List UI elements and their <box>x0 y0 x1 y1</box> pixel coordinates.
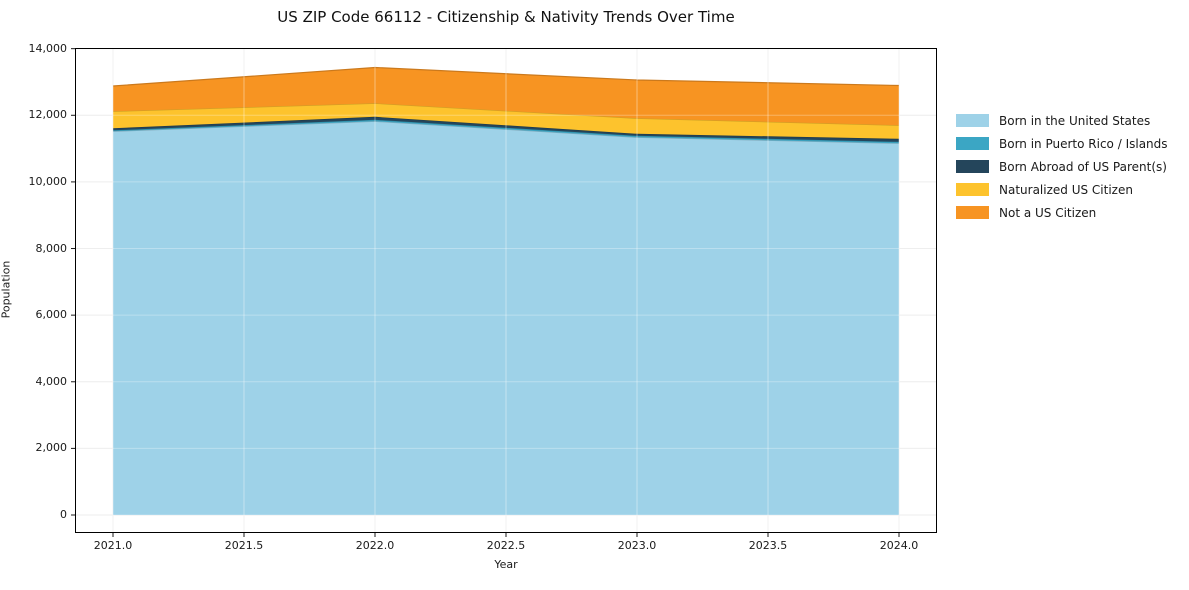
legend-label: Born in Puerto Rico / Islands <box>999 136 1168 151</box>
y-tick-label: 4,000 <box>35 374 68 388</box>
legend-label: Naturalized US Citizen <box>999 182 1133 197</box>
legend-swatch <box>956 183 989 196</box>
legend-item-born-in-puerto-rico-islands: Born in Puerto Rico / Islands <box>956 132 1168 155</box>
legend-label: Not a US Citizen <box>999 205 1097 220</box>
legend-swatch <box>956 137 989 150</box>
legend-swatch <box>956 160 989 173</box>
legend-item-naturalized-us-citizen: Naturalized US Citizen <box>956 178 1168 201</box>
x-tick-label: 2023.0 <box>617 539 657 552</box>
x-tick-label: 2022.5 <box>486 539 526 552</box>
plot-border <box>75 48 937 533</box>
legend-label: Born Abroad of US Parent(s) <box>999 159 1167 174</box>
chart-legend: Born in the United States Born in Puerto … <box>956 109 1168 224</box>
x-axis-label: Year <box>494 558 518 571</box>
x-tick-label: 2023.5 <box>748 539 788 552</box>
y-tick-label: 14,000 <box>28 41 68 55</box>
y-tick-label: 12,000 <box>28 108 68 122</box>
y-tick-label: 10,000 <box>28 174 68 188</box>
area-born-in-the-united-states <box>113 121 899 516</box>
legend-swatch <box>956 206 989 219</box>
legend-item-not-a-us-citizen: Not a US Citizen <box>956 201 1168 224</box>
y-tick-label: 2,000 <box>35 441 68 455</box>
legend-swatch <box>956 114 989 127</box>
legend-item-born-in-the-united-states: Born in the United States <box>956 109 1168 132</box>
chart-title: US ZIP Code 66112 - Citizenship & Nativi… <box>277 8 735 26</box>
legend-label: Born in the United States <box>999 113 1151 128</box>
x-tick-label: 2021.5 <box>224 539 264 552</box>
area-naturalized-us-citizen <box>113 103 899 139</box>
y-tick-label: 8,000 <box>35 241 68 255</box>
x-tick-label: 2022.0 <box>355 539 395 552</box>
y-tick-label: 0 <box>60 508 67 521</box>
area-edge-not-a-us-citizen <box>112 66 900 87</box>
legend-item-born-abroad-of-us-parent-s: Born Abroad of US Parent(s) <box>956 155 1168 178</box>
y-tick-label: 6,000 <box>35 308 68 322</box>
x-tick-label: 2024.0 <box>879 539 919 552</box>
x-tick-label: 2021.0 <box>93 539 133 552</box>
